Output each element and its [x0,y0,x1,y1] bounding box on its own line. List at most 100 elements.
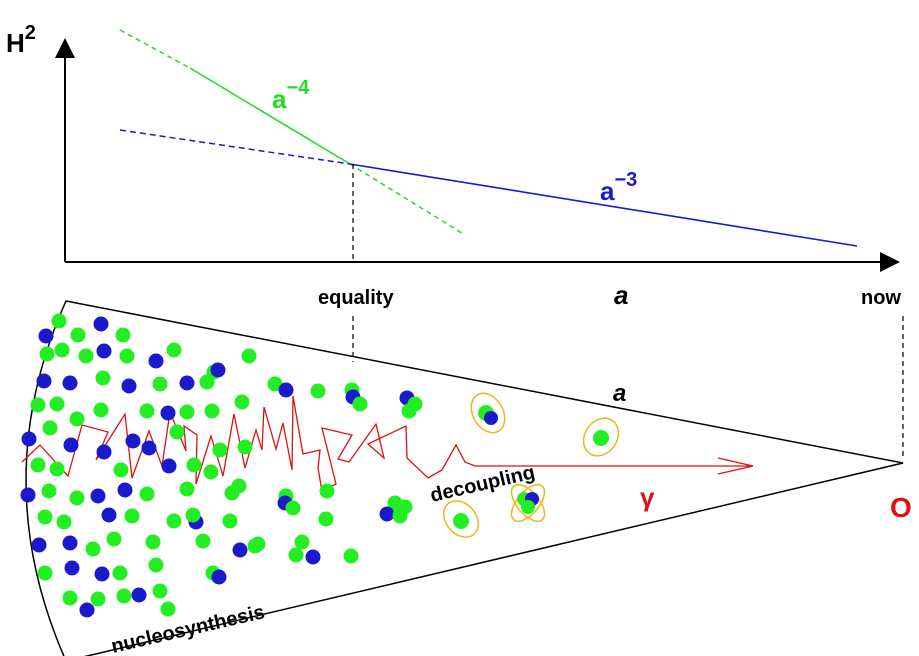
blue-particle [31,537,47,553]
blue-particle [210,362,226,378]
green-particle [113,462,129,478]
green-particle [241,348,257,364]
green-particle [169,424,185,440]
blue-particle [96,444,112,460]
matter-line [349,163,858,247]
green-particle [288,547,304,563]
green-particle [49,461,65,477]
plasma-particles [20,313,423,618]
green-particle [78,348,94,364]
photon-arrowhead [717,457,754,475]
radiation-line-future [349,163,466,236]
green-particle [294,534,310,550]
blue-particle [90,488,106,504]
green-particle [222,513,238,529]
blue-particle [63,437,79,453]
green-particle [42,420,58,436]
green-particle [203,464,219,480]
green-particle [166,513,182,529]
observer-label: O [890,492,912,523]
green-particle [30,397,46,413]
green-particle [39,346,55,362]
blue-particle [62,375,78,391]
blue-particle [305,549,321,565]
blue-particle [96,343,112,359]
nucleosynthesis-label: nucleosynthesis [109,601,267,656]
green-particle [343,548,359,564]
now-label: now [861,287,901,309]
radiation-line [189,67,351,165]
green-particle [51,313,67,329]
green-particle [70,327,86,343]
blue-particle [232,542,248,558]
blue-particle [161,458,177,474]
green-particle [152,376,168,392]
blue-particle [278,382,294,398]
green-particle [204,403,220,419]
matter-label: a−3 [600,169,637,206]
green-particle [179,404,195,420]
green-particle [116,588,132,604]
green-particle [186,457,202,473]
green-particle [124,508,140,524]
blue-particle [21,431,37,447]
blue-particle [148,353,164,369]
green-particle [310,383,326,399]
green-particle [267,376,283,392]
expansion-plot: H2 a−4 a−3 a equality now [6,22,904,460]
blue-particle [38,328,54,344]
green-particle [392,508,408,524]
green-particle [69,490,85,506]
green-particle [139,403,155,419]
green-particle [37,565,53,581]
light-cone: a γ O decoupling nucleosynthesis [20,300,912,656]
green-particle [112,565,128,581]
blue-particle [211,569,227,585]
y-axis-label: H2 [6,22,36,58]
green-particle [179,481,195,497]
green-particle [95,370,111,386]
green-particle [199,374,215,390]
blue-particle [94,566,110,582]
green-particle [41,483,57,499]
atom [470,392,506,434]
blue-particle [379,506,395,522]
blue-particle [101,507,117,523]
green-particle [148,557,164,573]
blue-particle [93,316,109,332]
green-particle [319,483,335,499]
green-particle [250,536,266,552]
green-particle [56,514,72,530]
green-particle [30,457,46,473]
green-particle [54,342,70,358]
green-particle [37,509,53,525]
blue-particle [131,587,147,603]
atom [510,483,546,523]
green-particle [318,511,334,527]
radiation-line-extrapolated [119,29,191,69]
green-particle [195,533,211,549]
photon-label: γ [640,482,655,512]
blue-particle [79,602,95,618]
green-particle [139,486,155,502]
blue-particle [141,440,157,456]
green-particle [115,327,131,343]
blue-particle [20,487,36,503]
blue-particle [117,482,133,498]
blue-particle [125,433,141,449]
green-particle [152,583,168,599]
matter-line-extrapolated [119,129,351,165]
green-particle [237,439,253,455]
green-particle [234,394,250,410]
blue-particle [160,405,176,421]
green-particle [166,342,182,358]
green-particle [90,591,106,607]
green-particle [145,534,161,550]
green-particle [85,541,101,557]
radiation-label: a−4 [272,77,310,114]
atom [443,500,479,538]
blue-particle [36,373,52,389]
green-particle [119,348,135,364]
x-axis-label: a [614,280,628,310]
